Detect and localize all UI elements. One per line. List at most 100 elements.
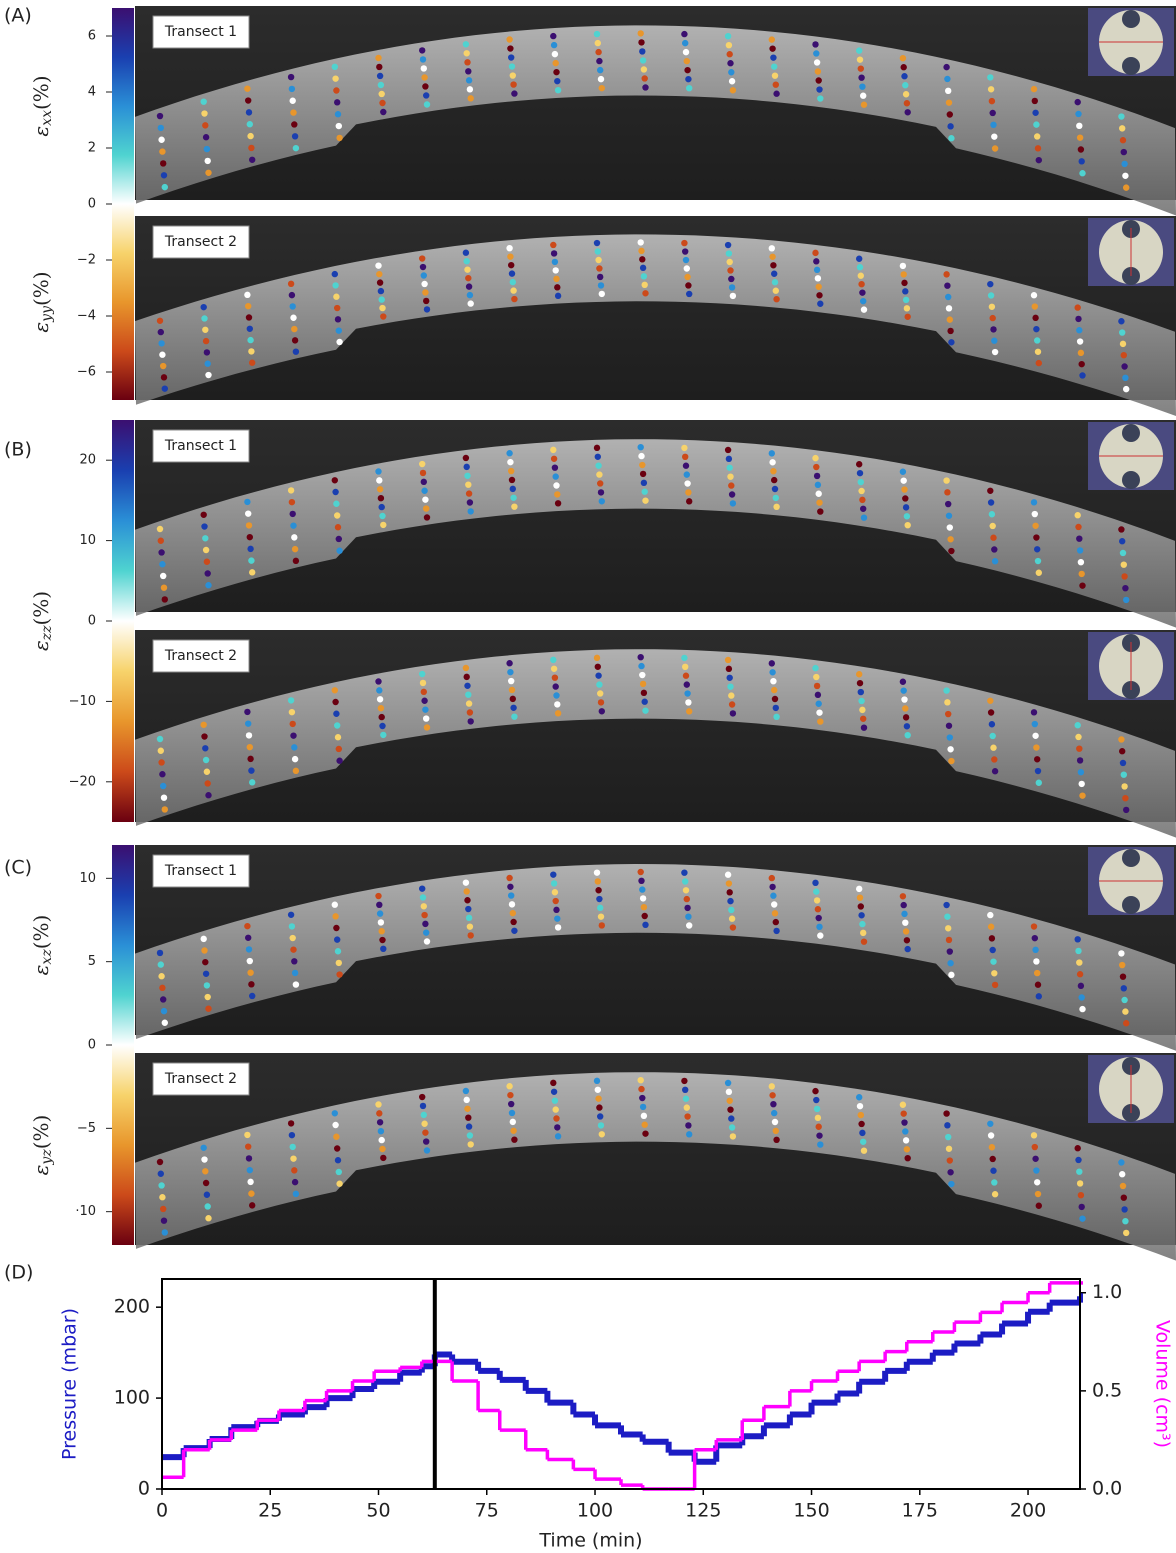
- strain-dot: [554, 292, 562, 300]
- strain-dot: [728, 482, 735, 489]
- strain-dot: [462, 879, 470, 886]
- strain-dot: [813, 472, 821, 480]
- strain-dot: [1032, 109, 1039, 116]
- strain-dot: [378, 296, 385, 303]
- strain-dot: [945, 936, 953, 944]
- unit: (%): [29, 591, 53, 626]
- strain-dot: [682, 1086, 689, 1094]
- strain-dot: [204, 360, 211, 367]
- strain-dot: [814, 275, 822, 282]
- strain-dot: [815, 283, 822, 290]
- strain-dot: [247, 545, 254, 553]
- strain-dot: [902, 288, 909, 295]
- strain-dot: [292, 1190, 300, 1198]
- strain-dot: [376, 901, 383, 909]
- strain-dot: [249, 359, 256, 366]
- strain-dot: [550, 32, 557, 40]
- strain-dot: [641, 281, 648, 289]
- strain-dot: [508, 1109, 516, 1117]
- strain-dot: [419, 670, 426, 678]
- strain-dot: [858, 74, 865, 81]
- strain-dot: [291, 337, 299, 344]
- strain-dot: [423, 306, 431, 313]
- subscript: yz: [39, 1149, 55, 1166]
- strain-dot: [463, 463, 470, 471]
- strain-dot: [290, 109, 297, 116]
- strain-dot: [289, 97, 296, 104]
- strain-dot: [288, 1131, 296, 1139]
- strain-dot: [857, 1111, 864, 1119]
- strain-dot: [1078, 360, 1085, 368]
- strain-dot: [291, 744, 298, 751]
- strain-dot: [597, 690, 604, 697]
- strain-dot: [1035, 156, 1043, 164]
- strain-dot: [858, 912, 865, 919]
- strain-dot: [1033, 325, 1040, 333]
- strain-dot: [379, 512, 386, 520]
- strain-dot: [380, 108, 387, 116]
- strain-dot: [1033, 1167, 1040, 1174]
- strain-dot: [816, 709, 823, 716]
- strain-dot: [1123, 1229, 1130, 1237]
- strain-dot: [594, 878, 601, 885]
- strain-dot: [554, 86, 562, 94]
- strain-dot: [773, 503, 780, 511]
- strain-dot: [817, 508, 824, 515]
- strain-dot: [945, 1145, 953, 1152]
- strain-dot: [946, 948, 953, 955]
- strain-dot: [202, 337, 210, 345]
- strain-dot: [859, 83, 866, 90]
- strain-dot: [1030, 292, 1038, 299]
- strain-dot: [334, 734, 342, 741]
- strain-dot: [860, 505, 867, 512]
- strain-dot: [1122, 1008, 1129, 1015]
- colorbar: [112, 8, 134, 400]
- strain-dot: [336, 757, 343, 764]
- strain-dot: [423, 101, 431, 108]
- strain-dot: [202, 958, 209, 966]
- strain-dot: [1118, 526, 1125, 533]
- strain-dot: [639, 895, 647, 902]
- strain-dot: [945, 512, 953, 519]
- strain-dot: [156, 735, 164, 743]
- strain-dot: [769, 669, 776, 676]
- strain-dot: [1121, 573, 1128, 580]
- symbol: ε: [29, 965, 53, 976]
- strain-dot: [1119, 329, 1126, 336]
- strain-dot: [157, 961, 164, 968]
- strain-dot: [249, 156, 256, 163]
- strain-dot: [685, 913, 692, 920]
- strain-dot: [686, 922, 693, 929]
- strain-dot: [378, 713, 385, 721]
- strain-dot: [990, 1167, 997, 1174]
- strain-dot: [815, 700, 822, 707]
- strain-dot: [334, 316, 342, 323]
- strain-dot: [247, 1178, 254, 1186]
- strain-dot: [724, 32, 732, 40]
- strain-dot: [550, 880, 558, 887]
- strain-dot: [465, 481, 472, 488]
- strain-dot: [728, 69, 735, 76]
- strain-dot: [813, 897, 821, 904]
- y-tick-label: 20: [79, 453, 96, 468]
- strain-dot: [1035, 779, 1043, 786]
- strain-dot: [245, 510, 252, 517]
- strain-dot: [292, 348, 300, 355]
- strain-dot: [989, 314, 996, 322]
- strain-dot: [816, 86, 823, 93]
- strain-dot: [988, 935, 996, 942]
- strain-dot: [769, 883, 776, 891]
- strain-dot: [201, 110, 208, 117]
- strain-dot: [511, 1136, 518, 1143]
- strain-dot: [248, 767, 255, 774]
- strain-dot: [463, 257, 470, 265]
- strain-dot: [423, 297, 430, 305]
- strain-dot: [1078, 158, 1085, 165]
- strain-dot: [1075, 315, 1082, 323]
- strain-dot: [946, 316, 953, 323]
- strain-dot: [507, 253, 514, 260]
- plot-frame: [161, 1278, 1081, 1490]
- strain-dot: [727, 267, 734, 274]
- strain-dot: [331, 270, 338, 278]
- strain-dot: [1078, 780, 1085, 788]
